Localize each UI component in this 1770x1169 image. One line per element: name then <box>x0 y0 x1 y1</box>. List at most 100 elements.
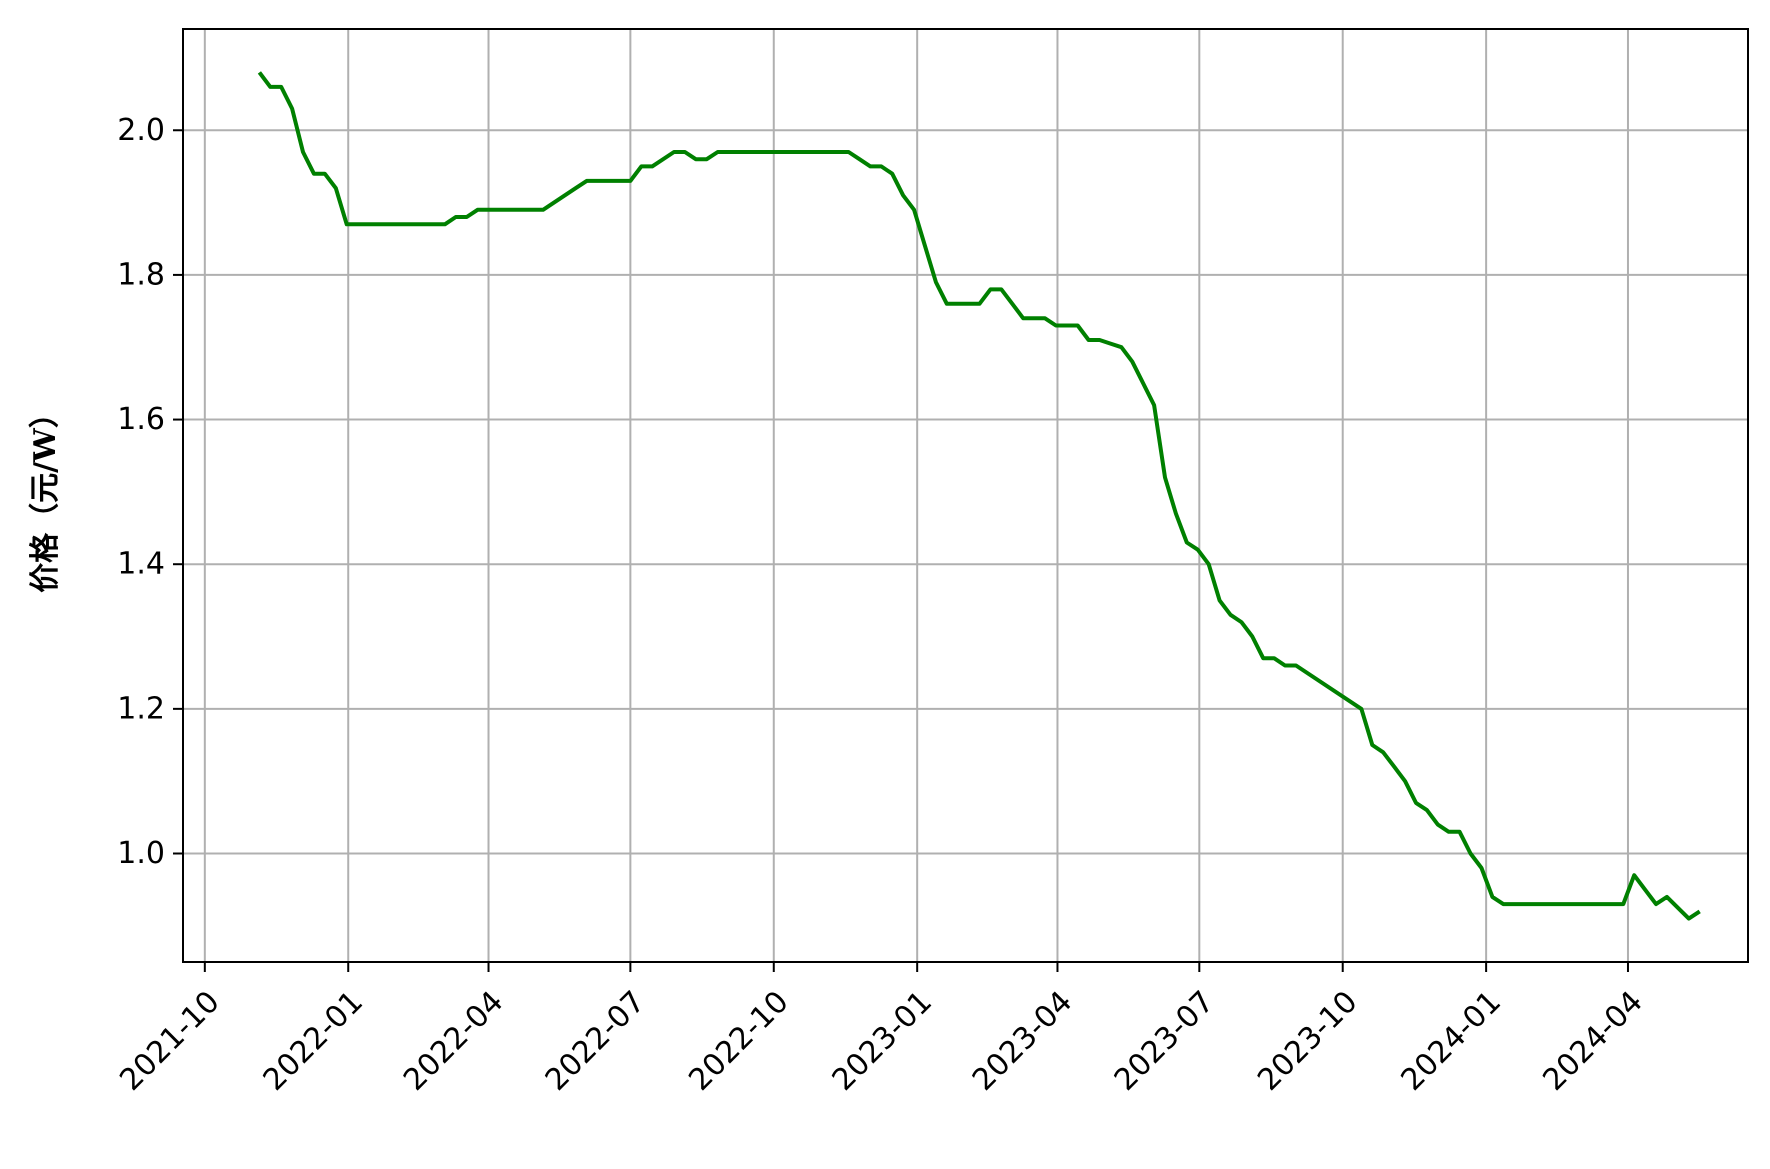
y-axis-title: 价格（元/W） <box>28 398 63 593</box>
data-point <box>1436 823 1440 827</box>
data-point <box>377 222 381 226</box>
data-point <box>1130 360 1134 364</box>
data-point <box>1163 475 1167 479</box>
data-point <box>1392 765 1396 769</box>
y-tick-label: 1.2 <box>117 691 165 726</box>
data-point <box>268 85 272 89</box>
data-point <box>1490 895 1494 899</box>
data-point <box>945 302 949 306</box>
data-point <box>1010 302 1014 306</box>
data-point <box>1469 852 1473 856</box>
data-point <box>890 172 894 176</box>
y-tick-label: 1.4 <box>117 547 165 582</box>
data-point <box>628 179 632 183</box>
data-point <box>323 172 327 176</box>
y-tick-label: 1.0 <box>117 836 165 871</box>
data-point <box>672 150 676 154</box>
data-point <box>541 208 545 212</box>
data-point <box>912 208 916 212</box>
y-tick-label: 2.0 <box>117 113 165 148</box>
data-point <box>1676 906 1680 910</box>
data-point <box>279 85 283 89</box>
data-point <box>607 179 611 183</box>
y-tick-label: 1.8 <box>117 257 165 292</box>
data-point <box>1087 338 1091 342</box>
data-point <box>1109 342 1113 346</box>
data-point <box>923 244 927 248</box>
data-point <box>1043 316 1047 320</box>
data-point <box>1381 750 1385 754</box>
y-tick-label: 1.6 <box>117 402 165 437</box>
data-point <box>1021 316 1025 320</box>
data-point <box>956 302 960 306</box>
data-point <box>1098 338 1102 342</box>
series-layer <box>257 70 1702 921</box>
data-point <box>1196 548 1200 552</box>
data-point <box>1632 873 1636 877</box>
data-point <box>1665 895 1669 899</box>
data-point <box>290 107 294 111</box>
data-point <box>476 208 480 212</box>
data-point <box>1512 902 1516 906</box>
data-point <box>454 215 458 219</box>
data-point <box>1065 324 1069 328</box>
data-point <box>257 70 261 74</box>
data-point <box>1687 917 1691 921</box>
data-point <box>1076 324 1080 328</box>
data-point <box>650 164 654 168</box>
data-point <box>1229 613 1233 617</box>
data-point <box>1447 830 1451 834</box>
data-point <box>1207 562 1211 566</box>
data-point <box>574 186 578 190</box>
data-point <box>1218 598 1222 602</box>
data-point <box>1032 316 1036 320</box>
gridlines <box>183 29 1748 962</box>
data-point <box>683 150 687 154</box>
data-point <box>1283 664 1287 668</box>
data-point <box>1501 902 1505 906</box>
series-line <box>257 71 1701 921</box>
data-point <box>901 193 905 197</box>
data-point <box>345 222 349 226</box>
data-point <box>705 157 709 161</box>
data-point <box>1272 656 1276 660</box>
data-point <box>1643 888 1647 892</box>
data-point <box>410 222 414 226</box>
data-point <box>792 150 796 154</box>
data-point <box>443 222 447 226</box>
data-point <box>1425 808 1429 812</box>
data-point <box>585 179 589 183</box>
data-point <box>1294 664 1298 668</box>
data-point <box>1654 902 1658 906</box>
data-point <box>1698 909 1702 913</box>
data-point <box>988 287 992 291</box>
data-point <box>1250 635 1254 639</box>
data-point <box>1458 830 1462 834</box>
data-point <box>868 164 872 168</box>
data-point <box>1174 512 1178 516</box>
data-point <box>487 208 491 212</box>
plot-frame <box>182 28 1749 963</box>
data-point <box>1621 902 1625 906</box>
data-point <box>694 157 698 161</box>
data-point <box>367 222 371 226</box>
data-point <box>1141 381 1145 385</box>
data-point <box>978 302 982 306</box>
data-point <box>1261 656 1265 660</box>
data-point <box>716 150 720 154</box>
data-point <box>858 157 862 161</box>
data-point <box>1480 866 1484 870</box>
data-point <box>1370 743 1374 747</box>
data-point <box>301 150 305 154</box>
data-point <box>1359 707 1363 711</box>
data-point <box>934 280 938 284</box>
data-point <box>879 164 883 168</box>
data-point <box>334 186 338 190</box>
data-point <box>552 201 556 205</box>
data-point <box>356 222 360 226</box>
data-point <box>1185 541 1189 545</box>
data-point <box>312 172 316 176</box>
